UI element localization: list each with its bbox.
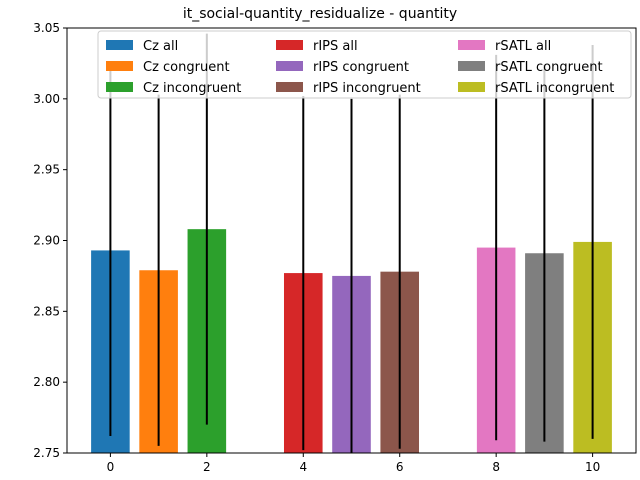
y-tick-label-3: 2.90	[33, 234, 60, 248]
x-tick-label-1: 2	[203, 460, 211, 474]
legend-label-1: Cz congruent	[143, 60, 230, 75]
legend-swatch-6	[458, 40, 485, 50]
x-tick-label-0: 0	[107, 460, 115, 474]
x-tick-label-4: 8	[492, 460, 500, 474]
chart-title: it_social-quantity_residualize - quantit…	[183, 6, 457, 22]
legend-swatch-4	[276, 61, 303, 71]
legend-swatch-2	[106, 82, 133, 92]
legend-label-2: Cz incongruent	[143, 81, 241, 96]
legend-label-3: rIPS all	[313, 39, 358, 54]
legend-label-4: rIPS congruent	[313, 60, 409, 75]
legend-label-8: rSATL incongruent	[495, 81, 614, 96]
y-tick-label-4: 2.95	[33, 163, 60, 177]
y-tick-label-1: 2.80	[33, 375, 60, 389]
legend-swatch-3	[276, 40, 303, 50]
x-tick-label-2: 4	[299, 460, 307, 474]
legend-swatch-8	[458, 82, 485, 92]
legend-swatch-1	[106, 61, 133, 71]
y-tick-label-2: 2.85	[33, 304, 60, 318]
legend-swatch-5	[276, 82, 303, 92]
y-tick-label-0: 2.75	[33, 446, 60, 460]
plot-area: 2.75 2.80 2.85 2.90 2.95 3.00 3.05 0 2 4 6 8 10	[33, 21, 637, 474]
legend-label-0: Cz all	[143, 39, 178, 54]
legend-box	[97, 30, 632, 99]
x-tick-label-3: 6	[396, 460, 404, 474]
y-tick-label-6: 3.05	[33, 21, 60, 35]
legend-label-6: rSATL all	[495, 39, 551, 54]
x-tick-label-5: 10	[585, 460, 600, 474]
legend-label-7: rSATL congruent	[495, 60, 603, 75]
y-tick-label-5: 3.00	[33, 92, 60, 106]
legend-label-5: rIPS incongruent	[313, 81, 421, 96]
legend-swatch-0	[106, 40, 133, 50]
legend: Cz all Cz congruent Cz incongruent rIPS all…	[97, 30, 632, 99]
legend-swatch-7	[458, 61, 485, 71]
